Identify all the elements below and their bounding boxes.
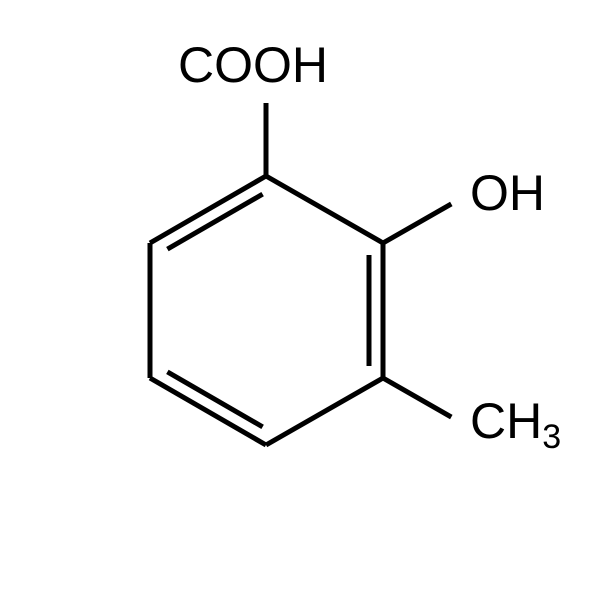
ch3-label: CH3: [470, 393, 561, 456]
oh-label: OH: [470, 165, 545, 221]
ch3-label-run: CH: [470, 393, 542, 449]
ring-bond: [150, 176, 266, 243]
ring-bond: [266, 378, 383, 445]
ch3-label-run: 3: [542, 418, 561, 456]
substituent-bond: [383, 204, 451, 243]
oh-label-run: OH: [470, 165, 545, 221]
substituent-bond: [383, 378, 451, 417]
ring-double-bond: [167, 372, 262, 427]
ring-bond: [266, 176, 383, 243]
cooh-label-run: COOH: [178, 37, 328, 93]
ring-bond: [150, 378, 266, 445]
cooh-label: COOH: [178, 37, 328, 93]
ring-double-bond: [167, 194, 262, 249]
